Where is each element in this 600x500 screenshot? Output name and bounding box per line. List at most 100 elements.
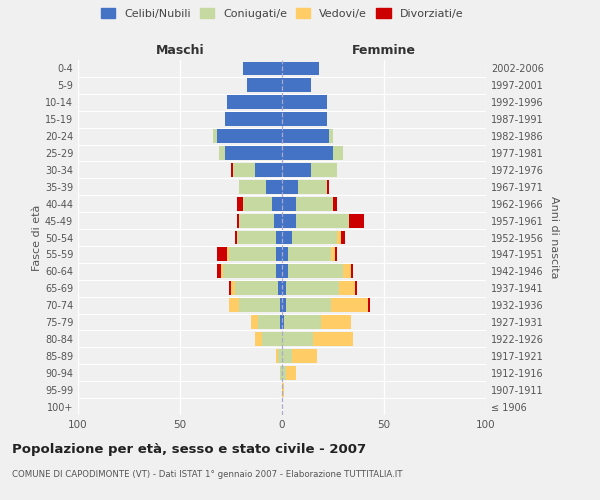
Bar	[262, 332, 282, 346]
Bar	[343, 264, 352, 278]
Bar	[243, 197, 272, 210]
Bar	[227, 248, 229, 262]
Bar	[282, 214, 296, 228]
Bar	[329, 129, 333, 143]
Bar	[333, 146, 343, 160]
Bar	[280, 315, 282, 329]
Bar	[296, 197, 333, 210]
Bar	[239, 298, 280, 312]
Bar	[335, 248, 337, 262]
Bar	[282, 282, 286, 295]
Bar	[282, 382, 284, 396]
Legend: Celibi/Nubili, Coniugati/e, Vedovi/e, Divorziati/e: Celibi/Nubili, Coniugati/e, Vedovi/e, Di…	[99, 6, 465, 21]
Bar	[256, 332, 262, 346]
Bar	[274, 214, 282, 228]
Bar	[282, 78, 311, 92]
Bar	[229, 248, 276, 262]
Bar	[239, 180, 266, 194]
Bar	[276, 248, 282, 262]
Bar	[229, 282, 231, 295]
Bar	[288, 264, 343, 278]
Bar	[286, 282, 339, 295]
Bar	[349, 214, 364, 228]
Bar	[212, 129, 217, 143]
Bar	[233, 163, 256, 177]
Bar	[339, 282, 355, 295]
Bar	[217, 129, 282, 143]
Bar	[235, 230, 237, 244]
Bar	[221, 264, 223, 278]
Bar	[355, 282, 358, 295]
Bar	[247, 78, 282, 92]
Bar	[227, 96, 282, 109]
Bar	[282, 315, 284, 329]
Text: Femmine: Femmine	[352, 44, 416, 57]
Bar	[368, 298, 370, 312]
Bar	[282, 163, 311, 177]
Bar	[251, 315, 257, 329]
Bar	[292, 230, 337, 244]
Bar	[282, 332, 313, 346]
Bar	[219, 146, 225, 160]
Bar	[337, 230, 341, 244]
Bar	[282, 298, 286, 312]
Bar	[288, 248, 331, 262]
Bar	[341, 230, 345, 244]
Bar	[239, 214, 274, 228]
Bar	[243, 62, 282, 76]
Bar	[225, 112, 282, 126]
Bar	[352, 264, 353, 278]
Bar	[282, 248, 288, 262]
Bar	[282, 264, 288, 278]
Bar	[331, 298, 368, 312]
Bar	[256, 163, 282, 177]
Text: Popolazione per età, sesso e stato civile - 2007: Popolazione per età, sesso e stato civil…	[12, 442, 366, 456]
Bar	[282, 230, 292, 244]
Bar	[237, 197, 243, 210]
Bar	[284, 315, 321, 329]
Bar	[282, 62, 319, 76]
Bar	[266, 180, 282, 194]
Bar	[272, 197, 282, 210]
Bar	[282, 349, 292, 363]
Bar	[235, 282, 278, 295]
Bar	[311, 163, 337, 177]
Bar	[286, 366, 296, 380]
Y-axis label: Fasce di età: Fasce di età	[32, 204, 42, 270]
Bar	[280, 298, 282, 312]
Bar	[331, 248, 335, 262]
Bar	[237, 214, 239, 228]
Bar	[278, 282, 282, 295]
Bar	[229, 298, 239, 312]
Bar	[231, 282, 235, 295]
Bar	[217, 264, 221, 278]
Bar	[282, 96, 327, 109]
Y-axis label: Anni di nascita: Anni di nascita	[549, 196, 559, 279]
Bar	[280, 366, 282, 380]
Bar	[276, 264, 282, 278]
Bar	[298, 180, 327, 194]
Bar	[257, 315, 280, 329]
Bar	[286, 298, 331, 312]
Bar	[296, 214, 349, 228]
Bar	[292, 349, 317, 363]
Bar	[282, 366, 286, 380]
Bar	[231, 163, 233, 177]
Bar	[225, 146, 282, 160]
Bar	[321, 315, 352, 329]
Bar	[217, 248, 227, 262]
Bar	[327, 180, 329, 194]
Bar	[223, 264, 276, 278]
Bar	[282, 146, 333, 160]
Bar	[282, 197, 296, 210]
Bar	[276, 349, 278, 363]
Text: COMUNE DI CAPODIMONTE (VT) - Dati ISTAT 1° gennaio 2007 - Elaborazione TUTTITALI: COMUNE DI CAPODIMONTE (VT) - Dati ISTAT …	[12, 470, 403, 479]
Bar	[278, 349, 282, 363]
Bar	[282, 112, 327, 126]
Bar	[282, 180, 298, 194]
Bar	[237, 230, 276, 244]
Bar	[282, 129, 329, 143]
Bar	[313, 332, 353, 346]
Bar	[276, 230, 282, 244]
Bar	[333, 197, 337, 210]
